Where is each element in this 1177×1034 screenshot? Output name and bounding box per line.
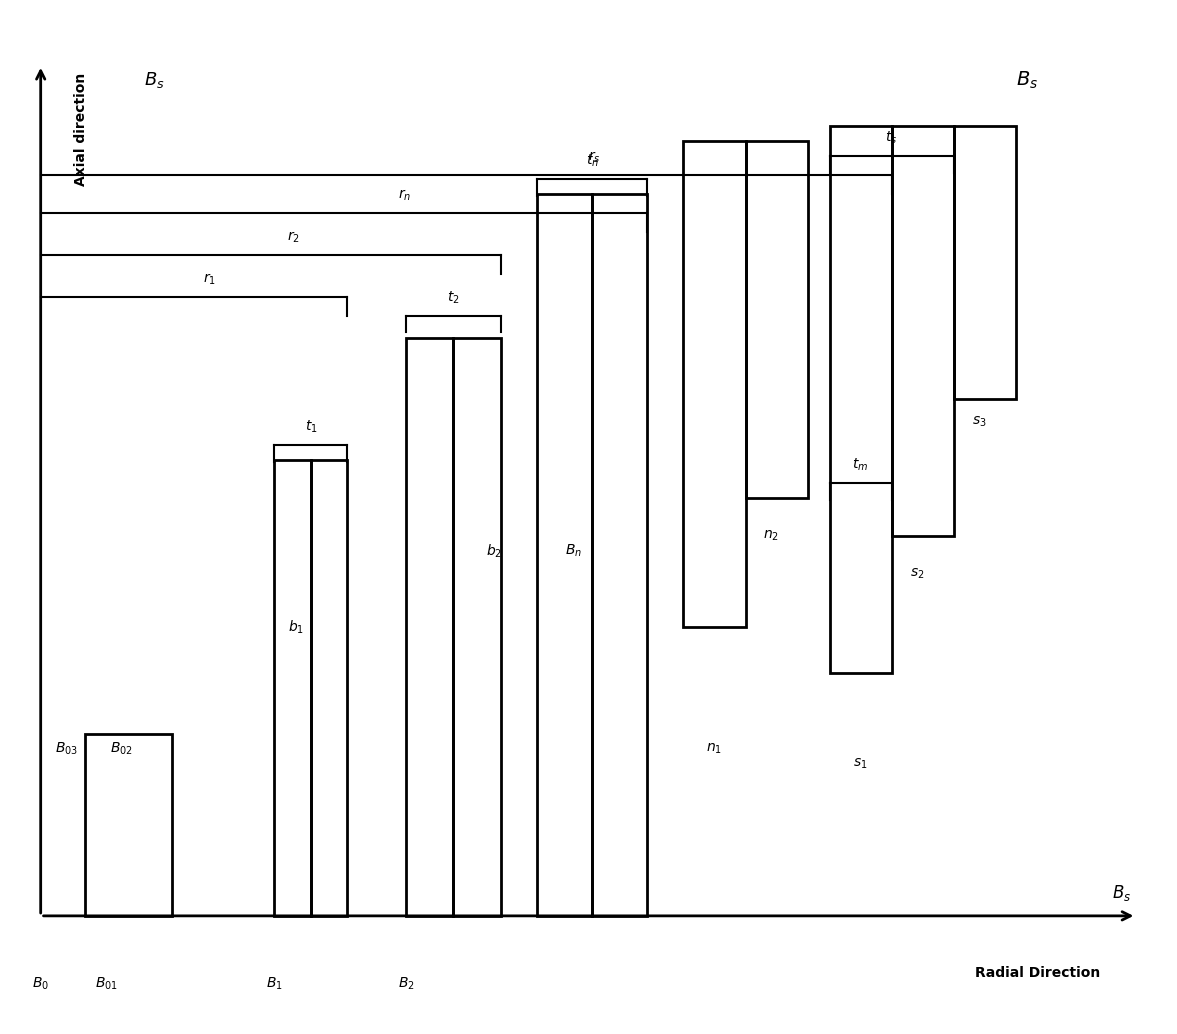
Text: $s_2$: $s_2$	[910, 567, 924, 581]
Text: $B_n$: $B_n$	[565, 543, 583, 559]
Text: $t_m$: $t_m$	[852, 457, 869, 473]
Text: $r_n$: $r_n$	[398, 188, 411, 204]
Bar	[538, 194, 592, 916]
Text: $r_s$: $r_s$	[587, 150, 600, 165]
Bar	[684, 141, 745, 628]
Bar	[745, 141, 807, 498]
Bar	[592, 194, 647, 916]
Bar	[406, 338, 453, 916]
Bar	[311, 460, 347, 916]
Text: $n_2$: $n_2$	[763, 528, 779, 543]
Text: $b_2$: $b_2$	[486, 543, 501, 559]
Bar	[830, 126, 892, 673]
Bar	[453, 338, 501, 916]
Text: $B_{03}$: $B_{03}$	[54, 740, 78, 757]
Text: $b_1$: $b_1$	[288, 618, 305, 636]
Text: $r_2$: $r_2$	[287, 230, 300, 245]
Text: $B_{01}$: $B_{01}$	[95, 976, 118, 993]
Text: $B_s$: $B_s$	[144, 70, 165, 90]
Text: $t_s$: $t_s$	[885, 130, 898, 146]
Text: $B_s$: $B_s$	[1016, 69, 1038, 91]
Text: $t_n$: $t_n$	[586, 153, 599, 169]
Text: $n_1$: $n_1$	[706, 741, 723, 756]
Text: $r_1$: $r_1$	[202, 271, 215, 286]
Text: $B_2$: $B_2$	[398, 976, 414, 993]
Text: Radial Direction: Radial Direction	[975, 966, 1099, 980]
Text: Axial direction: Axial direction	[74, 72, 88, 186]
Bar	[274, 460, 311, 916]
Bar	[85, 733, 172, 916]
Text: $s_3$: $s_3$	[972, 415, 986, 429]
Bar	[892, 126, 953, 536]
Text: $B_1$: $B_1$	[266, 976, 282, 993]
Text: $s_1$: $s_1$	[853, 757, 867, 771]
Text: $B_s$: $B_s$	[1112, 883, 1131, 903]
Bar	[953, 126, 1016, 399]
Text: $B_0$: $B_0$	[32, 976, 49, 993]
Text: $t_2$: $t_2$	[447, 290, 460, 306]
Text: $B_{02}$: $B_{02}$	[109, 740, 133, 757]
Text: $t_1$: $t_1$	[305, 419, 318, 435]
